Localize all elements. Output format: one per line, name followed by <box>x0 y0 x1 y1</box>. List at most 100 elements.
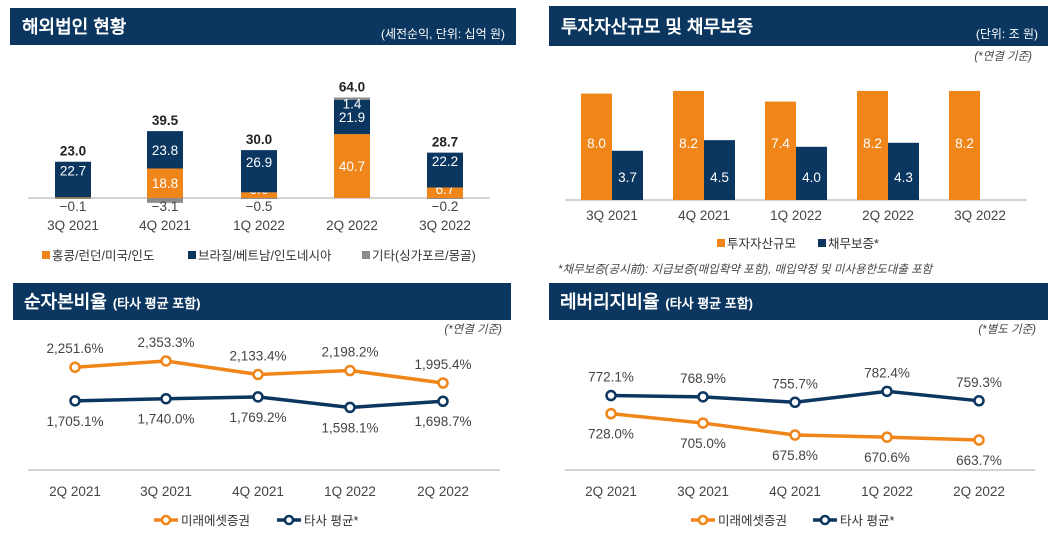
data-point <box>344 364 356 377</box>
data-label: 663.7% <box>956 453 1002 468</box>
data-label: 1,769.2% <box>229 410 286 425</box>
panel3-title-suffix: (타사 평균 포함) <box>113 296 201 311</box>
data-point <box>973 395 985 407</box>
panel3-header <box>13 283 511 320</box>
data-label: 1,598.1% <box>321 420 378 435</box>
data-point <box>605 389 617 402</box>
data-point <box>160 392 172 405</box>
bar-investment <box>673 90 704 200</box>
bar-label-navy: 22.2 <box>432 154 458 169</box>
bar-segment-navy <box>241 150 277 193</box>
data-point <box>973 434 985 446</box>
bar-value-label: 8.2 <box>679 136 698 151</box>
bar-segment-gray <box>427 198 463 199</box>
panel2-subtitle: (단위: 조 원) <box>976 27 1038 41</box>
panel1-subtitle: (세전순익, 단위: 십억 원) <box>381 27 505 41</box>
bar-label-navy: 21.9 <box>339 110 365 125</box>
data-label: 2,353.3% <box>137 335 194 350</box>
data-label: 1,698.7% <box>414 414 471 429</box>
legend-marker <box>697 514 709 526</box>
bar-guarantee <box>888 142 919 200</box>
x-tick-label: 1Q 2022 <box>233 218 285 233</box>
panel1-title: 해외법인 현황 <box>22 17 127 37</box>
data-label: 782.4% <box>864 365 910 380</box>
bar-value-label: 8.2 <box>955 136 974 151</box>
bar-segment-orange <box>334 134 370 198</box>
bar-label-navy: 22.7 <box>60 164 86 179</box>
bar-label-orange: 40.7 <box>339 159 365 174</box>
x-tick-label: 2Q 2022 <box>862 208 914 223</box>
panel1-header <box>10 8 516 45</box>
data-point <box>605 407 617 420</box>
bar-investment <box>949 90 980 200</box>
x-tick-label: 3Q 2021 <box>140 484 192 499</box>
chart-marks: 0.422.7−0.123.03Q 202118.823.8−3.139.54Q… <box>28 80 1035 528</box>
bar-investment <box>765 101 796 200</box>
panel2-note: (*연결 기준) <box>974 50 1032 63</box>
bar-guarantee <box>704 140 735 200</box>
bar-guarantee <box>612 150 643 200</box>
legend-label: 투자자산규모 <box>727 237 796 251</box>
bar-segment-gray <box>241 198 277 199</box>
panel4-note: (*별도 기준) <box>978 323 1036 336</box>
bar-label-gray: −0.5 <box>246 199 273 214</box>
data-point <box>344 401 356 414</box>
bar-segment-orange <box>147 168 183 198</box>
panel3-title-main: 순자본비율 <box>24 292 107 312</box>
x-tick-label: 1Q 2022 <box>770 208 822 223</box>
bar-segment-gray <box>55 198 91 199</box>
legend-label: 브라질/베트남/인도네시아 <box>198 249 332 263</box>
x-tick-label: 3Q 2022 <box>419 218 471 233</box>
bar-segment-navy <box>427 152 463 188</box>
data-label: 675.8% <box>772 448 818 463</box>
data-point <box>881 385 893 398</box>
data-label: 728.0% <box>588 427 634 442</box>
bar-investment <box>857 90 888 200</box>
panel4-header <box>549 283 1048 320</box>
x-tick-label: 2Q 2022 <box>326 218 378 233</box>
data-point <box>697 391 709 403</box>
bar-total-label: 23.0 <box>60 144 86 159</box>
x-tick-label: 2Q 2022 <box>417 484 469 499</box>
bar-value-label: 7.4 <box>771 136 790 151</box>
bar-label-gray: −0.1 <box>60 199 87 214</box>
data-point <box>437 395 449 407</box>
x-tick-label: 4Q 2021 <box>769 484 821 499</box>
legend-label: 홍콩/런던/미국/인도 <box>52 249 154 263</box>
legend-label: 타사 평균* <box>304 514 358 528</box>
panel4-title-suffix: (타사 평균 포함) <box>665 296 753 311</box>
bar-segment-gray <box>147 198 183 203</box>
panel2-title: 투자자산규모 및 채무보증 <box>561 17 753 37</box>
data-label: 772.1% <box>588 370 634 385</box>
x-tick-label: 2Q 2021 <box>49 484 101 499</box>
legend-label: 기타(싱가포르/몽골) <box>372 249 476 263</box>
legend-marker <box>819 514 831 526</box>
legend-label: 미래에셋증권 <box>718 514 787 528</box>
bar-value-label: 4.5 <box>710 170 729 185</box>
legend-marker <box>160 514 172 526</box>
bar-investment <box>581 93 612 200</box>
bar-value-label: 4.3 <box>894 170 913 185</box>
data-point <box>69 361 81 373</box>
x-tick-label: 2Q 2022 <box>953 484 1005 499</box>
panel4-title-main: 레버리지비율 <box>560 292 659 312</box>
legend-swatch <box>818 239 826 247</box>
bar-label-navy: 26.9 <box>246 155 272 170</box>
bar-value-label: 4.0 <box>802 170 821 185</box>
bar-value-label: 8.0 <box>587 136 606 151</box>
legend-swatch <box>188 251 196 259</box>
bar-segment-orange <box>427 187 463 198</box>
bar-label-orange: 18.8 <box>152 176 178 191</box>
data-point <box>697 417 709 429</box>
x-tick-label: 3Q 2021 <box>586 208 638 223</box>
bar-value-label: 8.2 <box>863 136 882 151</box>
panel2-header <box>549 6 1048 46</box>
data-point <box>789 396 801 409</box>
x-tick-label: 4Q 2021 <box>232 484 284 499</box>
data-point <box>252 391 264 403</box>
x-tick-label: 4Q 2021 <box>678 208 730 223</box>
bar-label-gray: −3.1 <box>152 199 179 214</box>
data-label: 670.6% <box>864 450 910 465</box>
legend-marker <box>283 514 295 526</box>
panel4-title: 레버리지비율 (타사 평균 포함) <box>560 292 753 312</box>
